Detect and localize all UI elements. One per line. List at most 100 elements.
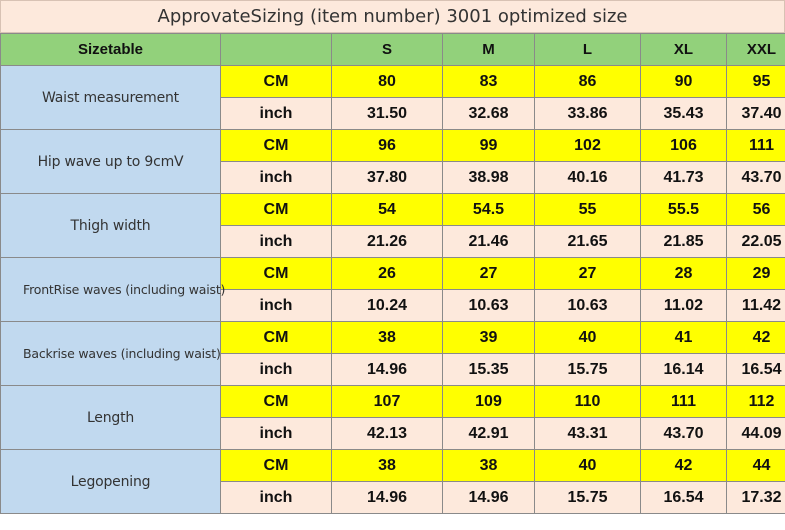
chart-title: ApprovateSizing (item number) 3001 optim…	[0, 0, 785, 33]
unit-cm: CM	[220, 385, 332, 418]
table-row: inch 37.80 38.98 40.16 41.73 43.70	[1, 161, 785, 194]
measure-label: Waist measurement	[0, 65, 221, 130]
measure-label: Hip wave up to 9cmV	[0, 129, 221, 194]
cell-value: 44	[726, 449, 785, 482]
cell-value: 80	[331, 65, 443, 98]
header-size-m: M	[442, 33, 535, 66]
unit-cm: CM	[220, 65, 332, 98]
table-row: Thigh width CM 54 54.5 55 55.5 56	[0, 193, 785, 258]
cell-value: 14.96	[331, 481, 443, 514]
header-size-xxl: XXL	[726, 33, 785, 66]
cell-value: 96	[331, 129, 443, 162]
cell-value: 111	[726, 129, 785, 162]
cell-value: 10.63	[534, 289, 641, 322]
cell-value: 37.80	[331, 161, 443, 194]
cell-value: 95	[726, 65, 785, 98]
table-row: inch 21.26 21.46 21.65 21.85 22.05	[1, 225, 785, 258]
table-row: Backrise waves (including waist) CM 38 3…	[0, 321, 785, 386]
cell-value: 38.98	[442, 161, 535, 194]
cell-value: 10.24	[331, 289, 443, 322]
cell-value: 54	[331, 193, 443, 226]
cell-value: 42.13	[331, 417, 443, 450]
table-row: inch 31.50 32.68 33.86 35.43 37.40	[1, 97, 785, 130]
cell-value: 55	[534, 193, 641, 226]
cell-value: 40	[534, 321, 641, 354]
table-row: inch 14.96 14.96 15.75 16.54 17.32	[1, 481, 785, 514]
cell-value: 40.16	[534, 161, 641, 194]
unit-inch: inch	[220, 353, 332, 386]
cell-value: 86	[534, 65, 641, 98]
unit-cm: CM	[220, 321, 332, 354]
cell-value: 111	[640, 385, 727, 418]
cell-value: 16.54	[640, 481, 727, 514]
unit-cm: CM	[220, 193, 332, 226]
header-size-xl: XL	[640, 33, 727, 66]
header-unit-blank	[220, 33, 332, 66]
cell-value: 110	[534, 385, 641, 418]
table-row: Legopening CM 38 38 40 42 44	[0, 449, 785, 514]
unit-cm: CM	[220, 129, 332, 162]
cell-value: 39	[442, 321, 535, 354]
unit-inch: inch	[220, 225, 332, 258]
cell-value: 22.05	[726, 225, 785, 258]
cell-value: 15.75	[534, 481, 641, 514]
unit-cm: CM	[220, 257, 332, 290]
cell-value: 21.46	[442, 225, 535, 258]
unit-inch: inch	[220, 417, 332, 450]
cell-value: 43.70	[726, 161, 785, 194]
cell-value: 90	[640, 65, 727, 98]
table-row: Waist measurement CM 80 83 86 90 95	[0, 65, 785, 130]
header-row: Sizetable S M L XL XXL	[0, 33, 785, 66]
cell-value: 37.40	[726, 97, 785, 130]
table-row: inch 42.13 42.91 43.31 43.70 44.09	[1, 417, 785, 450]
cell-value: 44.09	[726, 417, 785, 450]
cell-value: 38	[442, 449, 535, 482]
cell-value: 27	[442, 257, 535, 290]
cell-value: 43.31	[534, 417, 641, 450]
cell-value: 15.35	[442, 353, 535, 386]
cell-value: 38	[331, 321, 443, 354]
unit-inch: inch	[220, 97, 332, 130]
cell-value: 21.85	[640, 225, 727, 258]
cell-value: 40	[534, 449, 641, 482]
table-row: FrontRise waves (including waist) CM 26 …	[0, 257, 785, 322]
unit-inch: inch	[220, 481, 332, 514]
measure-label: Length	[0, 385, 221, 450]
cell-value: 29	[726, 257, 785, 290]
cell-value: 112	[726, 385, 785, 418]
cell-value: 32.68	[442, 97, 535, 130]
cell-value: 27	[534, 257, 641, 290]
measure-label: FrontRise waves (including waist)	[0, 257, 225, 322]
header-size-s: S	[331, 33, 443, 66]
cell-value: 10.63	[442, 289, 535, 322]
unit-cm: CM	[220, 449, 332, 482]
cell-value: 41.73	[640, 161, 727, 194]
cell-value: 21.26	[331, 225, 443, 258]
cell-value: 16.14	[640, 353, 727, 386]
cell-value: 99	[442, 129, 535, 162]
cell-value: 21.65	[534, 225, 641, 258]
unit-inch: inch	[220, 161, 332, 194]
cell-value: 33.86	[534, 97, 641, 130]
measure-label: Backrise waves (including waist)	[0, 321, 221, 386]
cell-value: 11.42	[726, 289, 785, 322]
cell-value: 42	[640, 449, 727, 482]
cell-value: 15.75	[534, 353, 641, 386]
header-corner: Sizetable	[0, 33, 221, 66]
cell-value: 54.5	[442, 193, 535, 226]
cell-value: 107	[331, 385, 443, 418]
cell-value: 17.32	[726, 481, 785, 514]
measure-label: Thigh width	[0, 193, 221, 258]
cell-value: 35.43	[640, 97, 727, 130]
cell-value: 56	[726, 193, 785, 226]
cell-value: 16.54	[726, 353, 785, 386]
cell-value: 55.5	[640, 193, 727, 226]
cell-value: 14.96	[331, 353, 443, 386]
unit-inch: inch	[220, 289, 332, 322]
cell-value: 109	[442, 385, 535, 418]
cell-value: 28	[640, 257, 727, 290]
cell-value: 31.50	[331, 97, 443, 130]
cell-value: 43.70	[640, 417, 727, 450]
cell-value: 42.91	[442, 417, 535, 450]
